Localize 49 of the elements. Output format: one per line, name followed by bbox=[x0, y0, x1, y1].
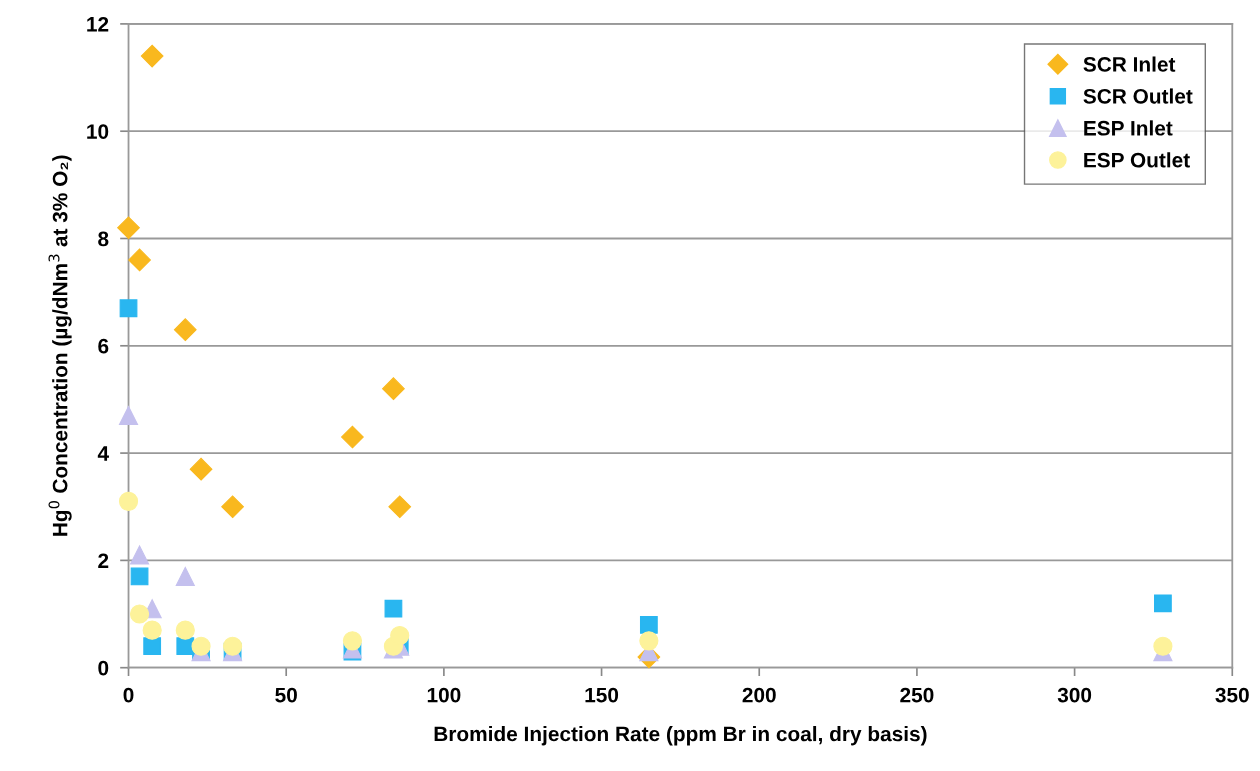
point bbox=[143, 637, 162, 656]
x-tick-label: 350 bbox=[1215, 687, 1249, 703]
point bbox=[175, 620, 195, 640]
y-tick-label: 4 bbox=[97, 446, 109, 461]
point bbox=[639, 615, 658, 634]
legend-label: SCR Inlet bbox=[1083, 56, 1176, 72]
point bbox=[191, 636, 211, 656]
x-tick-label: 100 bbox=[427, 687, 461, 703]
y-tick-label: 0 bbox=[98, 660, 109, 676]
x-tick-label: 200 bbox=[742, 687, 776, 703]
legend-label: SCR Outlet bbox=[1083, 88, 1193, 104]
point bbox=[117, 216, 140, 240]
point bbox=[129, 545, 150, 565]
point bbox=[221, 495, 244, 519]
point bbox=[342, 631, 363, 651]
point bbox=[1154, 594, 1172, 613]
y-tick-label: 8 bbox=[98, 231, 109, 247]
y-tick-label: 6 bbox=[98, 338, 109, 354]
point bbox=[639, 631, 659, 651]
point bbox=[341, 425, 364, 449]
point bbox=[384, 599, 403, 618]
point bbox=[223, 636, 243, 656]
y-tick-label: 2 bbox=[98, 553, 109, 568]
point bbox=[173, 318, 197, 342]
point bbox=[175, 566, 195, 587]
point bbox=[142, 620, 162, 640]
point bbox=[130, 567, 149, 586]
x-tick-label: 250 bbox=[900, 687, 934, 703]
point bbox=[119, 299, 138, 318]
point bbox=[390, 625, 410, 646]
y-axis-title: Hg$^{0}$ Concentration (µg/dNm$^{3}$ at 3% O₂) bbox=[48, 155, 72, 536]
y-tick-label: 10 bbox=[87, 124, 109, 139]
point bbox=[118, 405, 139, 426]
point bbox=[129, 604, 150, 624]
point bbox=[128, 248, 151, 272]
x-tick-label: 0 bbox=[123, 687, 134, 703]
point bbox=[388, 495, 412, 519]
point bbox=[1153, 636, 1173, 656]
point bbox=[140, 44, 164, 68]
point bbox=[118, 491, 139, 511]
legend-label: ESP Outlet bbox=[1084, 152, 1190, 168]
point bbox=[382, 377, 405, 401]
x-tick-label: 300 bbox=[1057, 687, 1092, 703]
x-tick-label: 50 bbox=[275, 687, 297, 703]
legend-label: ESP Inlet bbox=[1084, 120, 1173, 136]
x-axis-title: Bromide Injection Rate (ppm Br in coal, dry basis) bbox=[434, 726, 927, 746]
x-tick-label: 150 bbox=[585, 687, 619, 703]
y-tick-label: 12 bbox=[87, 16, 109, 32]
point bbox=[189, 457, 213, 481]
